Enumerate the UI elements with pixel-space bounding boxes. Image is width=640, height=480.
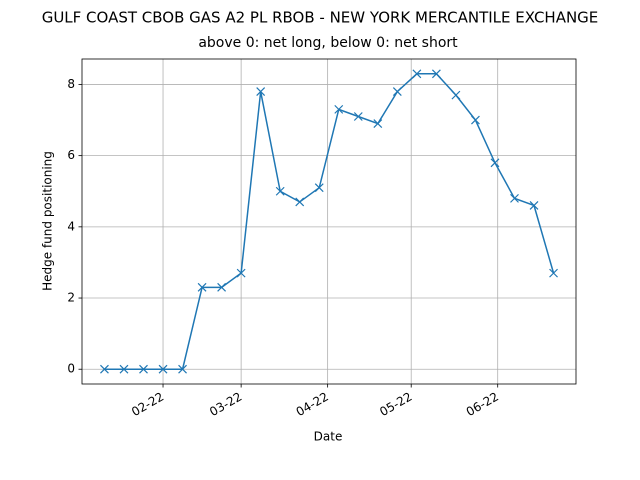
data-marker (275, 186, 285, 196)
data-marker (197, 282, 207, 292)
y-tick-label: 2 (67, 291, 75, 305)
chart-subtitle: above 0: net long, below 0: net short (198, 35, 458, 51)
data-marker (373, 119, 383, 129)
data-marker (100, 364, 109, 374)
y-tick-label: 6 (67, 148, 75, 162)
data-marker (431, 69, 441, 79)
data-marker (256, 87, 266, 96)
data-marker (490, 158, 500, 168)
x-tick-label: 02-22 (129, 390, 166, 420)
data-marker (412, 69, 422, 79)
data-marker (178, 364, 187, 374)
y-axis-label: Hedge fund positioning (41, 151, 55, 291)
x-tick-label: 04-22 (294, 390, 331, 420)
y-tick-label: 0 (67, 362, 75, 376)
plot-frame (81, 58, 577, 385)
data-marker (139, 364, 148, 374)
data-marker (529, 201, 539, 210)
data-marker (158, 364, 168, 374)
data-marker (510, 193, 519, 203)
chart-title: GULF COAST CBOB GAS A2 PL RBOB - NEW YOR… (42, 9, 599, 27)
x-tick-label: 06-22 (464, 390, 501, 420)
data-marker (217, 282, 227, 292)
data-marker (314, 183, 324, 193)
data-marker (471, 115, 480, 125)
data-marker (295, 197, 305, 207)
data-marker (334, 104, 344, 114)
data-marker (119, 364, 129, 374)
data-marker (451, 90, 461, 100)
data-marker (392, 87, 402, 96)
x-tick-label: 05-22 (377, 390, 414, 420)
x-tick-label: 03-22 (207, 390, 244, 420)
data-marker (236, 268, 246, 278)
y-tick-label: 4 (67, 219, 75, 233)
x-axis-label: Date (314, 430, 343, 444)
y-tick-label: 8 (67, 77, 75, 91)
data-marker (353, 112, 363, 121)
data-line (104, 73, 555, 370)
data-marker (549, 268, 558, 278)
